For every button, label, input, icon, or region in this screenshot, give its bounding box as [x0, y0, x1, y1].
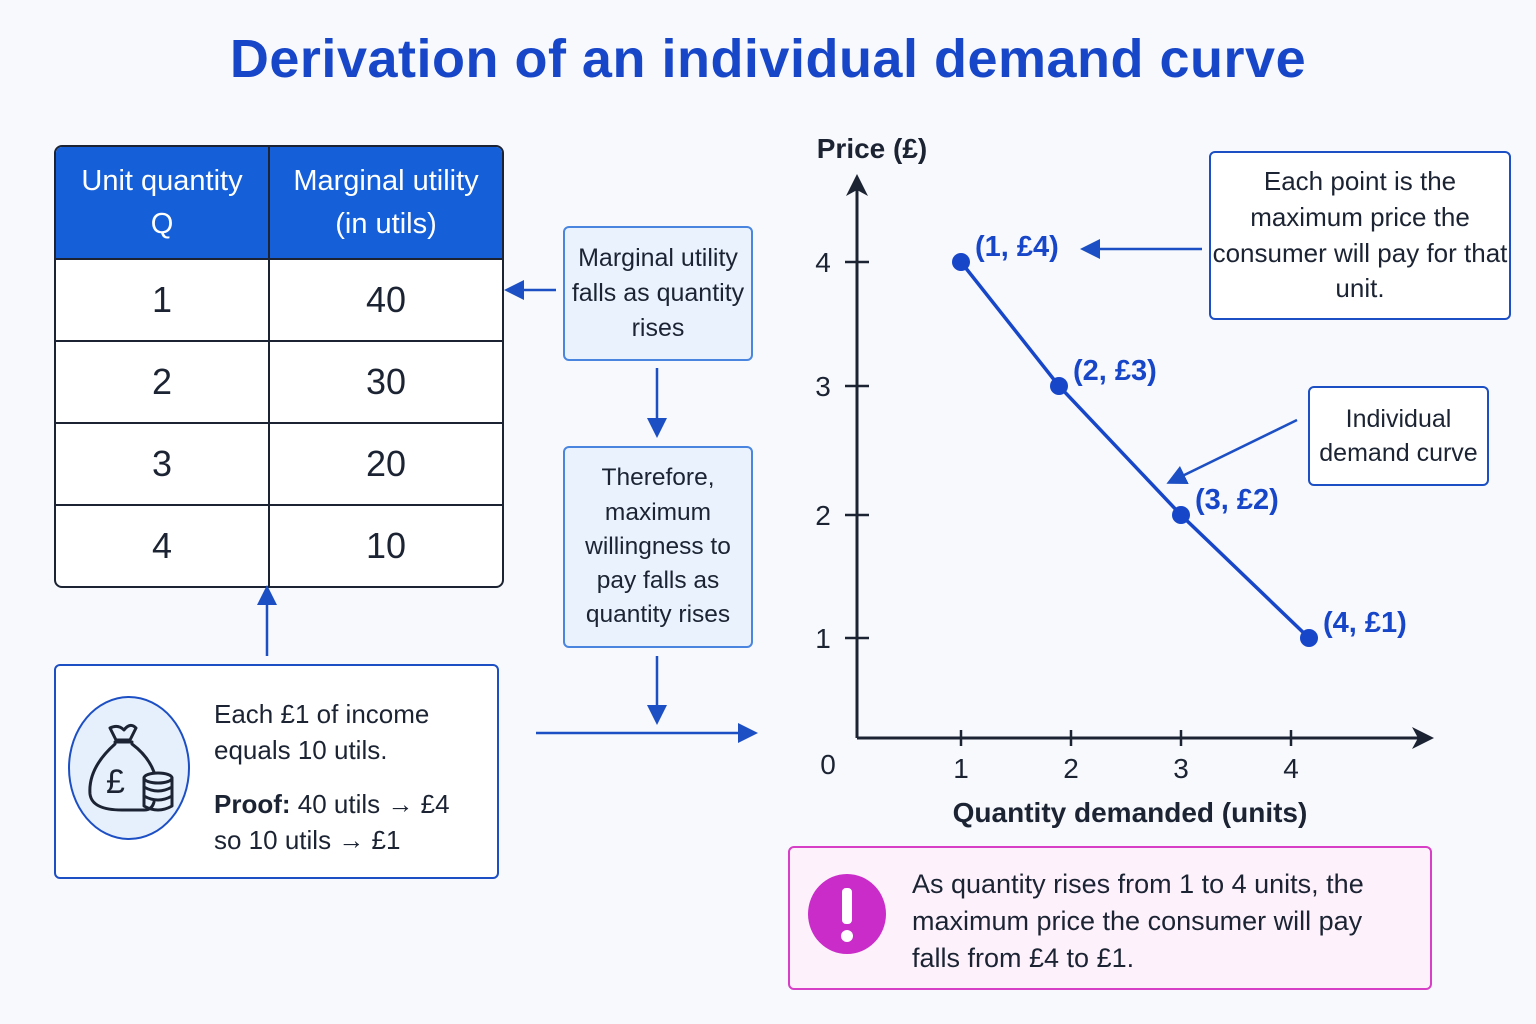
- callout-text: Individual demand curve: [1319, 404, 1478, 467]
- y-tick-label: 3: [815, 371, 831, 402]
- cell-utility: 10: [365, 525, 407, 566]
- data-point-label: (4, £1): [1323, 607, 1407, 639]
- marginal-utility-table: Unit quantity Q Marginal utility (in uti…: [54, 145, 504, 588]
- proof-label: Proof:: [214, 789, 291, 819]
- note-text: Therefore, maximum willingness to pay fa…: [585, 464, 731, 629]
- page-title: Derivation of an individual demand curve: [229, 29, 1307, 89]
- note-text: Marginal utility falls as quantity rises: [571, 244, 745, 342]
- income-conversion-box: £ Each £1 of income equals 10 utils. Pro…: [54, 664, 499, 879]
- x-tick-label: 3: [1173, 753, 1189, 784]
- y-tick-label: 2: [815, 500, 831, 531]
- y-tick-label: 1: [815, 623, 831, 654]
- cell-quantity: 1: [56, 260, 270, 340]
- data-point: [952, 253, 970, 271]
- demand-chart: Price (£) Quantity demanded (units) 0 1 2…: [815, 133, 1434, 828]
- table-row: 4 10: [56, 504, 502, 586]
- income-proof-text: Proof: 40 utils → £4 so 10 utils → £1: [214, 786, 450, 859]
- cell-quantity: 4: [56, 506, 270, 586]
- header-marginal-utility: Marginal utility (in utils): [293, 165, 479, 240]
- demand-curve-line: [959, 260, 1311, 640]
- money-bag-icon: £: [68, 696, 190, 840]
- cell-utility: 40: [365, 279, 407, 320]
- data-point-label: (3, £2): [1195, 484, 1279, 516]
- table-row: 3 20: [56, 422, 502, 504]
- x-tick-label: 4: [1283, 753, 1299, 784]
- data-point: [1172, 506, 1190, 524]
- note-willingness-to-pay-falls: Therefore, maximum willingness to pay fa…: [563, 446, 753, 648]
- callout-demand-curve: Individual demand curve: [1308, 386, 1489, 486]
- data-point-label: (1, £4): [975, 231, 1059, 263]
- callout-maximum-price: Each point is the maximum price the cons…: [1209, 151, 1511, 320]
- income-equivalence-text: Each £1 of income equals 10 utils.: [214, 699, 430, 766]
- cell-quantity: 3: [56, 424, 270, 504]
- data-point-label: (2, £3): [1073, 355, 1157, 387]
- origin-label: 0: [820, 749, 836, 780]
- arrow-callout-to-curve: [1166, 418, 1298, 484]
- svg-text:£: £: [106, 763, 125, 801]
- cell-utility: 30: [365, 361, 407, 402]
- cell-utility: 20: [365, 443, 407, 484]
- proof-first-line: 40 utils → £4: [297, 789, 450, 819]
- data-point: [1050, 377, 1068, 395]
- data-point: [1300, 629, 1318, 647]
- header-unit-quantity: Unit quantity Q: [56, 147, 270, 258]
- x-axis-label: Quantity demanded (units): [953, 797, 1308, 828]
- summary-text: As quantity rises from 1 to 4 units, the…: [912, 869, 1364, 973]
- y-tick-label: 4: [815, 247, 831, 278]
- y-axis-label: Price (£): [817, 133, 928, 164]
- proof-second-line: so 10 utils → £1: [214, 825, 401, 856]
- table-header-row: Unit quantity Q Marginal utility (in uti…: [56, 147, 502, 258]
- x-tick-label: 1: [953, 753, 969, 784]
- summary-box: As quantity rises from 1 to 4 units, the…: [788, 846, 1432, 990]
- table-row: 1 40: [56, 258, 502, 340]
- note-marginal-utility-falls: Marginal utility falls as quantity rises: [563, 226, 753, 361]
- table-row: 2 30: [56, 340, 502, 422]
- cell-quantity: 2: [56, 342, 270, 422]
- x-tick-label: 2: [1063, 753, 1079, 784]
- exclamation-icon: [808, 874, 886, 954]
- callout-text: Each point is the maximum price the cons…: [1212, 166, 1508, 304]
